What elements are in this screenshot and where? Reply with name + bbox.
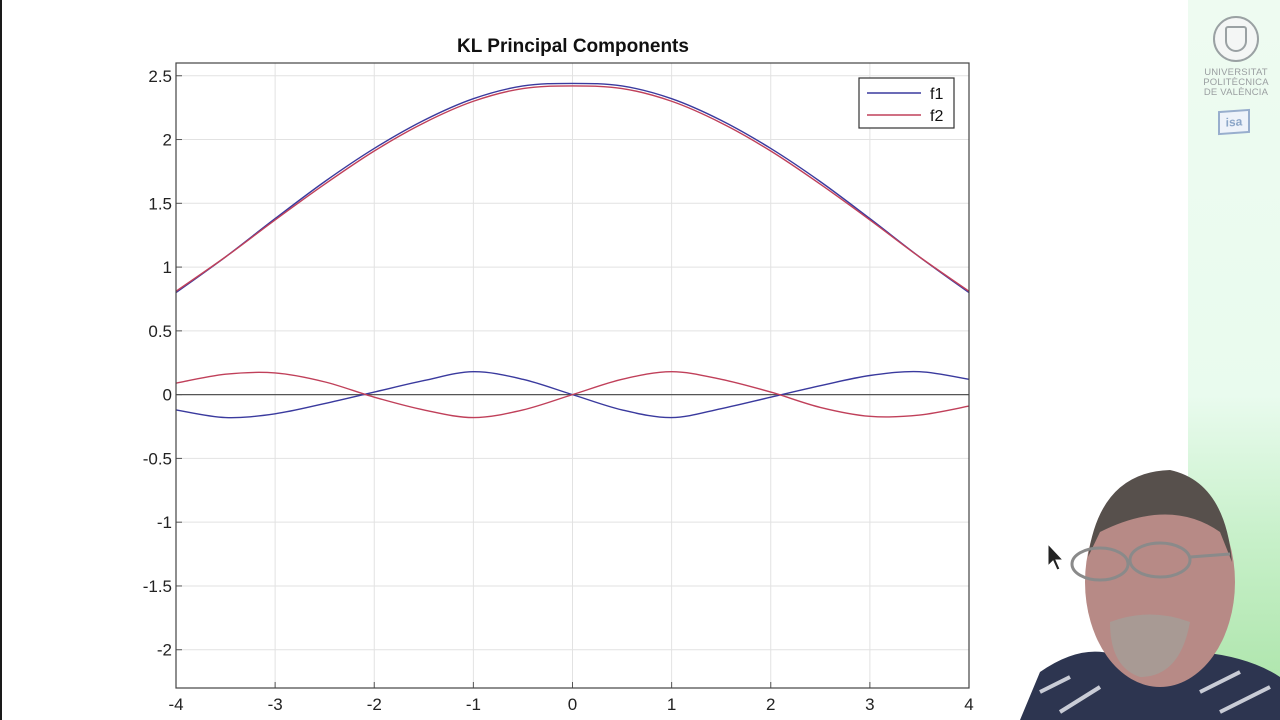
left-edge-strip [0,0,2,720]
y-tick-label: 2 [163,131,172,150]
x-tick-label: 1 [667,695,676,714]
x-tick-label: -1 [466,695,481,714]
university-line-3: DE VALÈNCIA [1203,87,1269,98]
legend-box [858,77,955,129]
y-tick-label: 0.5 [148,322,172,341]
presenter-webcam [1020,470,1280,720]
mouse-cursor-icon [1047,542,1065,571]
x-tick-label: -2 [367,695,382,714]
legend-label-f1: f1 [930,86,943,103]
university-seal-icon [1213,16,1259,62]
series-line-2 [175,85,970,292]
y-tick-label: -0.5 [143,449,172,468]
y-tick-label: 1 [163,258,172,277]
x-tick-label: 3 [865,695,874,714]
axes-frame [175,62,970,689]
legend-label-f2: f2 [930,108,943,125]
series-line-1 [175,82,970,294]
y-tick-label: 1.5 [148,194,172,213]
university-name: UNIVERSITAT POLITÈCNICA DE VALÈNCIA [1196,68,1276,98]
y-tick-label: -1.5 [143,577,172,596]
y-tick-label: 2.5 [148,67,172,86]
series-line-4 [175,370,970,419]
x-tick-label: 0 [568,695,577,714]
x-tick-label: -3 [268,695,283,714]
university-line-2: POLITÈCNICA [1203,77,1269,88]
y-tick-label: -2 [157,641,172,660]
plot-area: -4 -3 -2 -1 0 1 2 3 4 2.5 2 1.5 1 0.5 0 -0.5 -1 -1.5 -2 f1 f… [143,62,974,714]
y-tick-label: 0 [163,386,172,405]
isa-logo-icon: isa [1218,108,1250,136]
chart-title: KL Principal Components [457,36,689,57]
y-tick-label: -1 [157,513,172,532]
university-line-1: UNIVERSITAT [1204,67,1268,78]
x-tick-label: -4 [168,695,183,714]
x-tick-label: 2 [766,695,775,714]
x-tick-label: 4 [964,695,973,714]
